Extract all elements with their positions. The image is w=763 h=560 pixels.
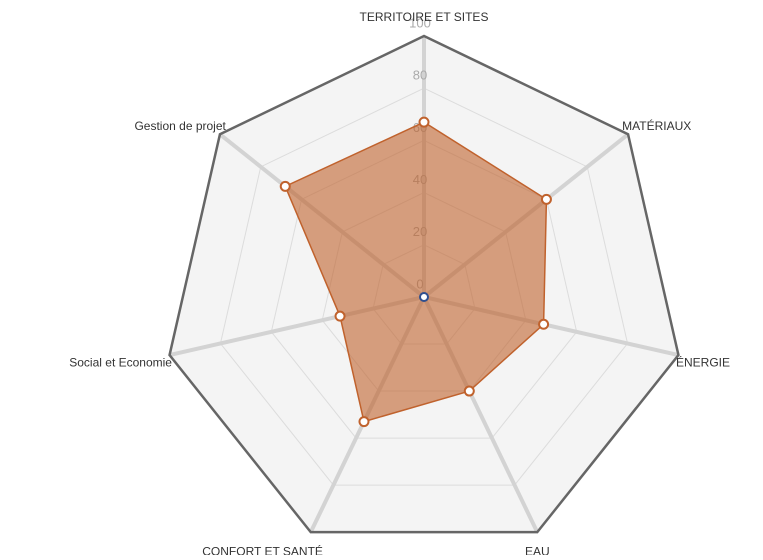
outer-frame [168, 34, 680, 534]
grid-line [270, 139, 578, 439]
point [358, 416, 370, 428]
axis-label: Social et Economie [69, 355, 172, 369]
point [334, 310, 346, 322]
axis-label: TERRITOIRE ET SITES [360, 10, 489, 24]
axis-label: CONFORT ET SANTÉ [202, 544, 323, 555]
point [279, 180, 291, 192]
axis-label: MATÉRIAUX [622, 118, 691, 133]
point [538, 318, 550, 330]
axis-label: Gestion de projet [134, 119, 226, 133]
area [284, 121, 548, 423]
axis-label: EAU [525, 545, 550, 555]
r-tick-label: 80 [413, 68, 427, 83]
point [418, 116, 430, 128]
grid-line [219, 87, 629, 486]
point [540, 193, 552, 205]
point [463, 385, 475, 397]
center-point [419, 292, 429, 302]
axis-label: ÉNERGIE [676, 354, 730, 369]
r-tick-label: 100 [409, 15, 431, 30]
